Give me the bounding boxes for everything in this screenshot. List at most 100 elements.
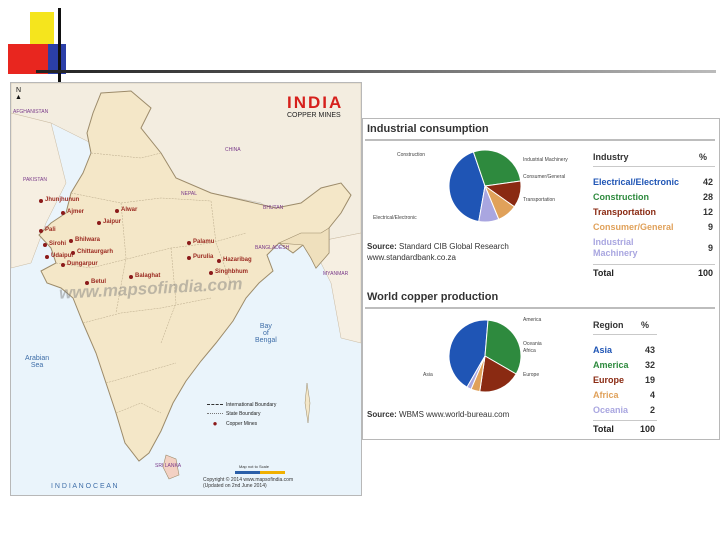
mine-label-betul: Betul bbox=[91, 279, 106, 285]
mine-label-bhilwara: Bhilwara bbox=[75, 237, 101, 243]
legend-dot-icon: ● bbox=[212, 419, 218, 428]
table-row-value: 42 bbox=[702, 177, 713, 187]
pie-slice-america bbox=[484, 319, 522, 375]
legend-line-intl bbox=[207, 404, 223, 406]
industrial-consumption-title: Industrial consumption bbox=[367, 123, 489, 135]
pie1-label-consumer: Consumer/General bbox=[523, 174, 566, 180]
table-row-label: Industrial Machinery bbox=[593, 237, 638, 258]
industrial-header-industry: Industry bbox=[593, 152, 629, 162]
pie1-label-electrical: Electrical/Electronic bbox=[373, 215, 417, 221]
pie2-label-oceania: Oceania bbox=[523, 341, 542, 347]
industrial-source: Source: Standard CIB Global Research www… bbox=[367, 241, 509, 263]
table-row-label: Africa bbox=[593, 390, 619, 400]
mine-dot-icon bbox=[61, 211, 65, 215]
table-row-label: Consumer/General bbox=[593, 222, 674, 232]
mine-label-jaipur: Jaipur bbox=[103, 219, 122, 225]
industrial-title-rule bbox=[365, 139, 715, 141]
world-total-label: Total bbox=[593, 424, 614, 434]
legend-label-mines: Copper Mines bbox=[226, 420, 258, 427]
world-header-percent: % bbox=[641, 320, 650, 330]
mine-dot-icon bbox=[45, 255, 49, 259]
table-row-label: Electrical/Electronic bbox=[593, 177, 680, 187]
world-pie-chart bbox=[448, 319, 522, 393]
ocean-label-indian-ocean: I N D I A N O C E A N bbox=[51, 483, 118, 490]
country-label-pakistan: PAKISTAN bbox=[23, 177, 47, 183]
pie-slice-construction bbox=[472, 149, 522, 187]
mine-label-ajmer: Ajmer bbox=[67, 209, 85, 215]
table-row-value: 9 bbox=[707, 222, 713, 232]
table-row-label: Construction bbox=[593, 192, 649, 202]
industrial-total-value: 100 bbox=[697, 268, 713, 278]
india-landmass bbox=[38, 90, 352, 462]
pie1-label-construction: Construction bbox=[397, 152, 426, 158]
legend-line-state bbox=[207, 413, 223, 415]
table-row-value: 9 bbox=[707, 243, 713, 253]
table-row-label: Asia bbox=[593, 345, 613, 355]
country-label-nepal: NEPAL bbox=[181, 191, 198, 197]
sri-lanka-shape bbox=[162, 454, 180, 480]
map-copyright: Copyright © 2014 www.mapsofindia.com (Up… bbox=[203, 477, 293, 489]
mine-dot-icon bbox=[97, 221, 101, 225]
table-row-label: Oceania bbox=[593, 405, 629, 415]
decor-blue-square bbox=[48, 44, 66, 74]
mine-label-purulia: Purulia bbox=[193, 254, 214, 260]
legend-state-boundary: State Boundary bbox=[207, 410, 307, 419]
pie2-label-asia: Asia bbox=[423, 372, 433, 378]
pie-slice-asia bbox=[448, 319, 489, 388]
industrial-pie-chart bbox=[448, 149, 522, 223]
legend-international-boundary: International Boundary bbox=[207, 401, 307, 410]
decor-vertical-line bbox=[58, 8, 61, 88]
mine-label-singhbhum: Singhbhum bbox=[215, 269, 248, 275]
industrial-total-rule bbox=[593, 264, 715, 265]
legend-copper-mines: ● Copper Mines bbox=[207, 419, 307, 428]
decor-yellow-square bbox=[30, 12, 54, 46]
north-arrow: N ▲ bbox=[15, 87, 22, 101]
mine-dot-icon bbox=[71, 251, 75, 255]
world-total-value: 100 bbox=[639, 424, 655, 434]
world-production-title: World copper production bbox=[367, 291, 499, 303]
industrial-total-label: Total bbox=[593, 268, 614, 278]
north-letter: N bbox=[15, 87, 21, 94]
world-source-label: Source: bbox=[367, 410, 397, 419]
table-row-value: 43 bbox=[644, 345, 655, 355]
mine-dot-icon bbox=[129, 275, 133, 279]
mine-label-dungarpur: Dungarpur bbox=[67, 261, 98, 267]
map-title: INDIA bbox=[287, 93, 344, 112]
mine-dot-icon bbox=[209, 271, 213, 275]
country-label-bangladesh: BANGLADESH bbox=[255, 245, 290, 251]
map-updated-text: (Updated on 2nd June 2014) bbox=[203, 483, 267, 489]
pie1-label-transport: Transportation bbox=[523, 197, 556, 203]
mine-label-chittaurgarh: Chittaurgarh bbox=[77, 249, 113, 255]
mine-label-jhunjhunun: Jhunjhunun bbox=[45, 197, 80, 203]
table-row-value: 2 bbox=[649, 405, 655, 415]
mine-label-palamu: Palamu bbox=[193, 239, 215, 245]
mine-label-alwar: Alwar bbox=[121, 207, 138, 213]
country-label-myanmar: MYANMAR bbox=[323, 271, 349, 277]
mine-dot-icon bbox=[39, 199, 43, 203]
pie2-label-america: America bbox=[523, 317, 542, 323]
map-graphic bbox=[11, 83, 361, 480]
country-label-afghanistan: AFGHANISTAN bbox=[13, 109, 49, 115]
table-row-value: 4 bbox=[649, 390, 655, 400]
industrial-pie bbox=[448, 149, 522, 223]
north-arrow-icon: ▲ bbox=[15, 94, 22, 101]
pie2-label-africa: Africa bbox=[523, 348, 536, 354]
pie-slice-oceania bbox=[466, 355, 486, 390]
legend-label-intl: International Boundary bbox=[226, 402, 277, 408]
industrial-source-label: Source: bbox=[367, 242, 397, 251]
industrial-source-text: Standard CIB Global Research bbox=[399, 242, 509, 251]
ocean-label-bay-of-bengal: Bay of Bengal bbox=[255, 323, 277, 344]
map-copyright-text: Copyright © 2014 www.mapsofindia.com bbox=[203, 477, 294, 483]
pie2-label-europe: Europe bbox=[523, 372, 540, 378]
decor-horizontal-rule bbox=[36, 70, 716, 73]
mine-dot-icon bbox=[115, 209, 119, 213]
table-row-label: Transportation bbox=[593, 207, 657, 217]
india-copper-mines-map: N ▲ INDIA COPPER MINES AFGHANISTAN PAKIS… bbox=[10, 82, 362, 496]
world-pie bbox=[448, 319, 522, 393]
table-row-value: 19 bbox=[644, 375, 655, 385]
industrial-header-rule bbox=[593, 166, 715, 167]
mine-label-pali: Pali bbox=[45, 227, 56, 233]
mine-label-hazaribag: Hazaribag bbox=[223, 257, 252, 263]
mine-dot-icon bbox=[187, 241, 191, 245]
scale-label: Map not to Scale bbox=[239, 464, 270, 469]
